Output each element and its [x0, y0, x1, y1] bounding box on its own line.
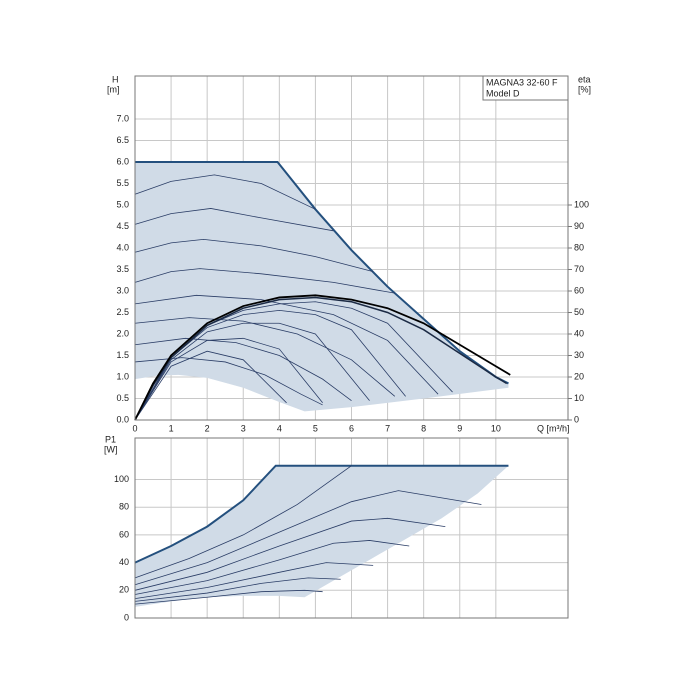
y-tick-label: 80 — [119, 502, 129, 512]
speed-curve — [134, 174, 316, 210]
speed-curve — [134, 490, 482, 586]
max-curve — [134, 464, 509, 564]
y-tick-label: 100 — [114, 474, 129, 484]
y2-tick-label: 30 — [574, 350, 584, 360]
y-tick-label: 0.0 — [116, 414, 129, 424]
y-tick-label: 5.0 — [116, 199, 129, 209]
efficiency-curve — [134, 294, 511, 421]
speed-curve — [134, 540, 410, 595]
operating-area — [135, 162, 509, 412]
speed-curve — [134, 208, 334, 232]
speed-curve — [134, 589, 323, 605]
efficiency-curve — [134, 322, 370, 421]
y-tick-label: 7.0 — [116, 113, 129, 123]
efficiency-curve — [134, 296, 508, 421]
operating-area — [135, 465, 509, 607]
x-label: Q [m³/h] — [537, 423, 570, 433]
speed-curve — [134, 268, 395, 294]
y-tick-label: 0 — [124, 612, 129, 622]
y-tick-label: 1.0 — [116, 371, 129, 381]
x-tick-label: 9 — [457, 423, 462, 433]
x-tick-label: 1 — [169, 423, 174, 433]
model-text: Model D — [486, 88, 520, 98]
model-box — [482, 75, 569, 101]
x-tick-label: 7 — [385, 423, 390, 433]
y2-tick-label: 0 — [574, 414, 579, 424]
y-label: P1 — [105, 434, 116, 444]
y2-tick-label: 60 — [574, 285, 584, 295]
y2-tick-label: 40 — [574, 328, 584, 338]
y2-tick-label: 90 — [574, 221, 584, 231]
y-tick-label: 4.0 — [116, 242, 129, 252]
x-tick-label: 3 — [241, 423, 246, 433]
y2-tick-label: 70 — [574, 264, 584, 274]
x-tick-label: 5 — [313, 423, 318, 433]
y-tick-label: 60 — [119, 529, 129, 539]
speed-curve — [134, 337, 352, 401]
y-tick-label: 40 — [119, 557, 129, 567]
x-tick-label: 10 — [491, 423, 501, 433]
y-tick-label: 4.5 — [116, 221, 129, 231]
y-unit: [m] — [107, 84, 120, 94]
y2-unit: [%] — [578, 84, 591, 94]
y2-tick-label: 80 — [574, 242, 584, 252]
efficiency-curve — [134, 350, 287, 421]
plot-frame — [134, 75, 569, 421]
x-tick-label: 2 — [205, 423, 210, 433]
y-tick-label: 1.5 — [116, 350, 129, 360]
x-tick-label: 0 — [132, 423, 137, 433]
y2-tick-label: 20 — [574, 371, 584, 381]
y2-tick-label: 10 — [574, 393, 584, 403]
y-tick-label: 6.0 — [116, 156, 129, 166]
y-label: H — [112, 74, 119, 84]
efficiency-curve — [134, 337, 323, 421]
speed-curve — [134, 465, 352, 579]
speed-curve — [134, 577, 341, 602]
speed-curve — [134, 317, 396, 397]
speed-curve — [134, 238, 374, 273]
y-tick-label: 2.5 — [116, 307, 129, 317]
y-tick-label: 6.5 — [116, 135, 129, 145]
y-tick-label: 2.0 — [116, 328, 129, 338]
y-tick-label: 3.0 — [116, 285, 129, 295]
x-tick-label: 6 — [349, 423, 354, 433]
y-unit: [W] — [104, 444, 118, 454]
model-text: MAGNA3 32-60 F — [486, 77, 558, 87]
y-tick-label: 20 — [119, 585, 129, 595]
y2-label: eta — [578, 74, 591, 84]
x-tick-label: 4 — [277, 423, 282, 433]
y-tick-label: 0.5 — [116, 393, 129, 403]
y-tick-label: 5.5 — [116, 178, 129, 188]
speed-curve — [134, 357, 323, 406]
x-tick-label: 8 — [421, 423, 426, 433]
y-tick-label: 3.5 — [116, 264, 129, 274]
speed-curve — [134, 294, 439, 395]
y2-tick-label: 50 — [574, 307, 584, 317]
y2-tick-label: 100 — [574, 199, 589, 209]
speed-curve — [134, 562, 374, 600]
speed-curve — [134, 517, 446, 591]
plot-frame — [134, 437, 569, 619]
